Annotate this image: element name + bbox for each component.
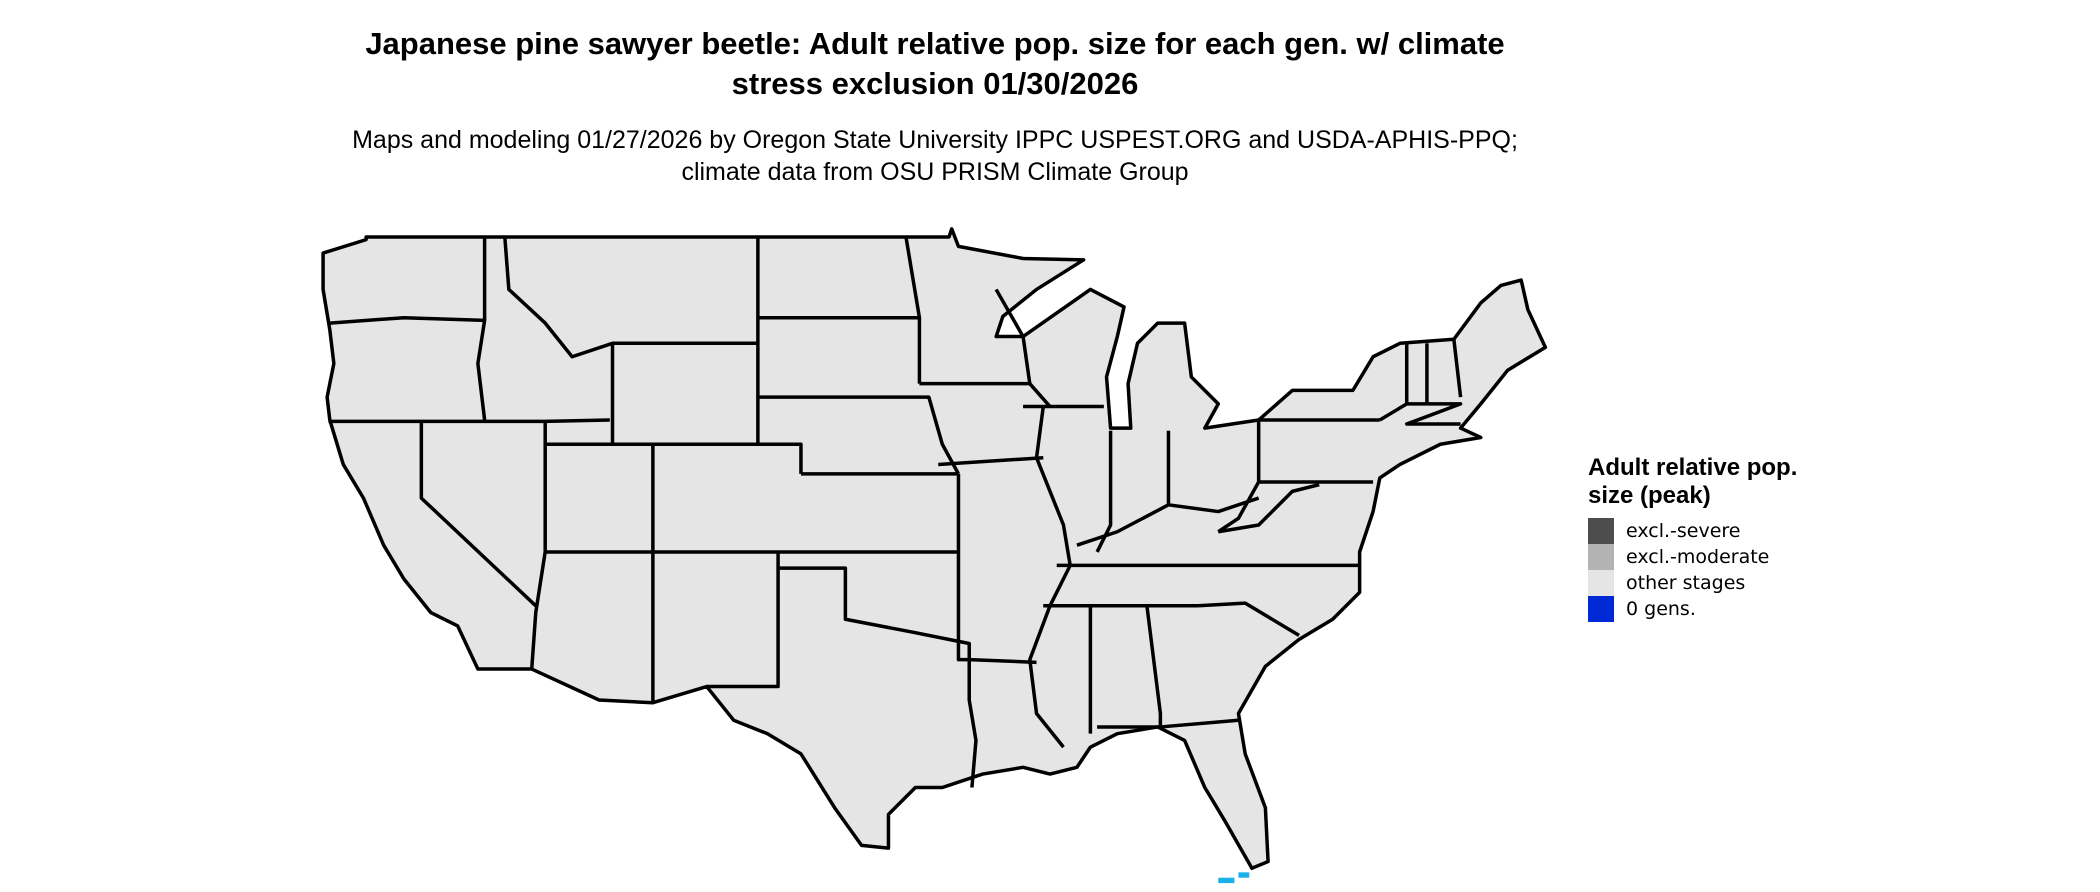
state-border-ga-sc [1197, 601, 1300, 637]
state-border-nh-me [1452, 339, 1463, 398]
state-border-al-ga [1145, 605, 1163, 727]
state-border-id-mt [503, 236, 615, 445]
legend-label: excl.-severe [1626, 520, 1741, 542]
state-border-ar-la [969, 657, 1037, 665]
map-subtitle: Maps and modeling 01/27/2026 by Oregon S… [352, 126, 1518, 186]
state-border-oh-pa-wv [1217, 420, 1261, 534]
state-border-il-in [1095, 430, 1113, 553]
legend-title: Adult relative pop. size (peak) [1588, 454, 1798, 509]
state-border-nv-ut-az [529, 421, 547, 670]
legend-swatch [1588, 570, 1614, 596]
legend-item-other-stages: other stages [1588, 570, 1808, 596]
map-title: Japanese pine sawyer beetle: Adult relat… [365, 26, 1505, 101]
state-border-fl-north [1097, 718, 1239, 729]
state-border-ia-il-mo-river [1028, 406, 1072, 749]
state-border-wv-va [1217, 482, 1320, 534]
legend: Adult relative pop. size (peak) excl.-se… [1588, 454, 1808, 622]
state-border-or-ca-nv-id [328, 418, 610, 424]
state-border-wy-ut-co [545, 442, 803, 474]
legend-label: other stages [1626, 572, 1746, 594]
state-border-ca-nv [419, 421, 537, 608]
legend-item-excl-moderate: excl.-moderate [1588, 544, 1808, 570]
state-border-mo-east [956, 473, 970, 662]
zero-gens-region [1218, 872, 1250, 884]
state-border-ma-ct [1404, 402, 1463, 426]
state-border-mn-west [904, 236, 922, 384]
legend-label: 0 gens. [1626, 598, 1696, 620]
state-border-mn-wi [994, 288, 1052, 408]
state-border-ia-mo [938, 455, 1044, 467]
us-outline [321, 227, 1548, 871]
state-border-sd-ne [757, 395, 960, 475]
legend-swatch [1588, 518, 1614, 544]
state-border-nm-tx [706, 551, 780, 689]
legend-swatch [1588, 596, 1614, 622]
state-border-ky-north [1076, 496, 1260, 547]
legend-label: excl.-moderate [1626, 546, 1770, 568]
legend-item-excl-severe: excl.-severe [1588, 518, 1808, 544]
legend-swatch [1588, 544, 1614, 570]
state-border-wa-id [476, 236, 487, 421]
legend-item-zero-gens: 0 gens. [1588, 596, 1808, 622]
state-border-wa-or [329, 315, 485, 325]
state-border-ok-tx [778, 566, 978, 788]
